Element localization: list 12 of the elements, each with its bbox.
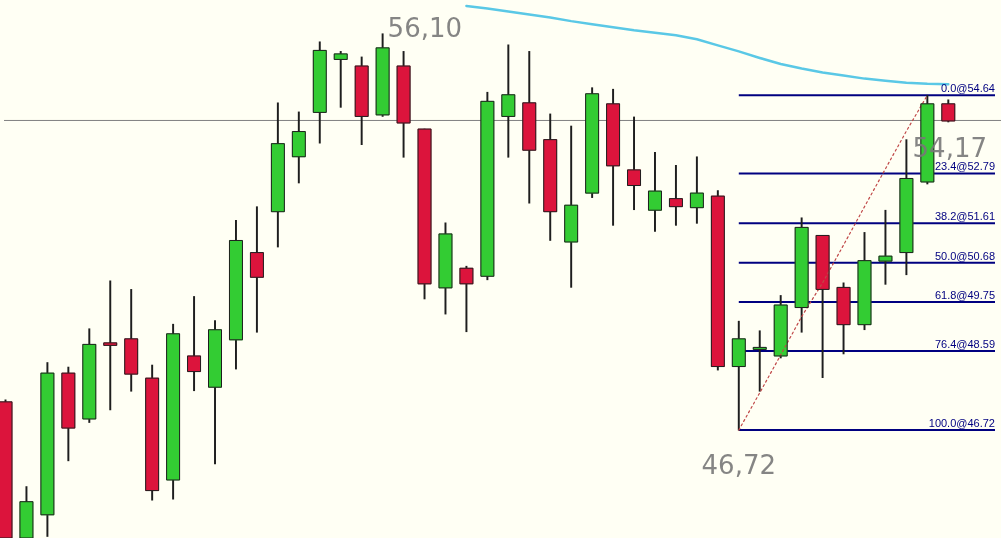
annotation: 38.2@51.61 — [934, 210, 995, 223]
annotation: 46,72 — [701, 450, 777, 481]
annotation: 56,10 — [387, 12, 463, 43]
annotation: 23.4@52.79 — [934, 160, 995, 173]
candlestick — [878, 209, 893, 285]
annotation: 61.8@49.75 — [934, 289, 995, 301]
candlestick — [103, 280, 118, 411]
annotation: 76.4@48.59 — [934, 337, 995, 350]
candlestick — [333, 51, 348, 108]
annotation: 0.0@54.64 — [941, 82, 995, 95]
annotation: 50.0@50.68 — [934, 249, 995, 262]
annotation: 100.0@46.72 — [928, 417, 995, 430]
